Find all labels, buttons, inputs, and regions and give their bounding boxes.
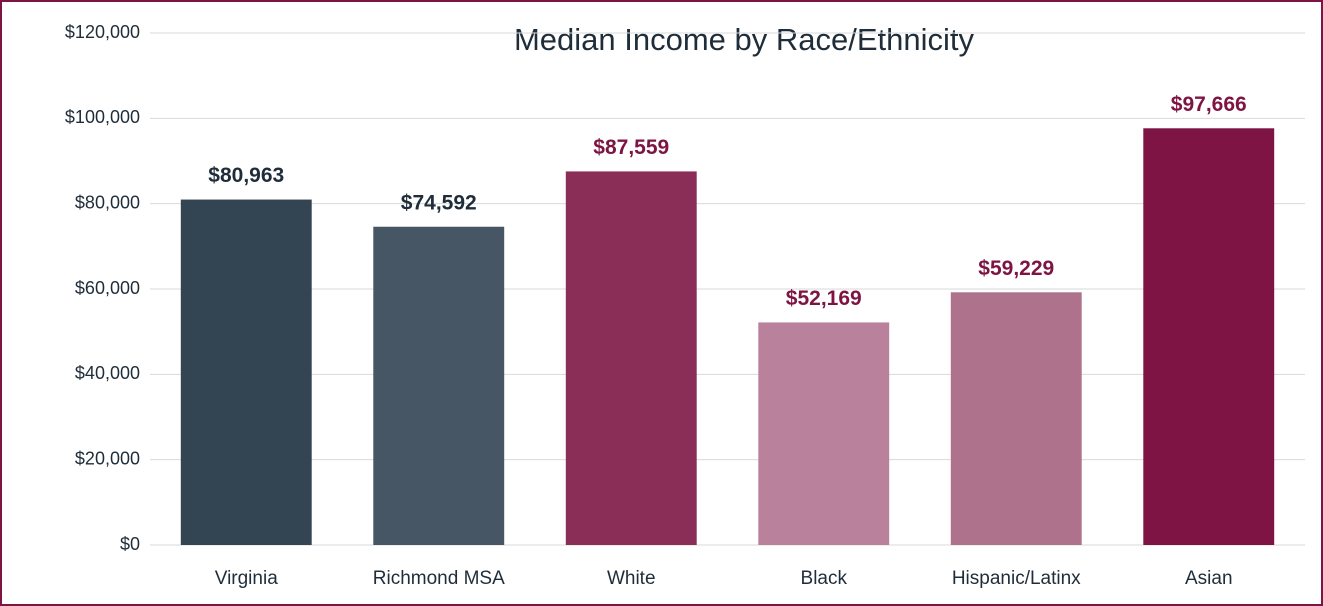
bar — [180, 199, 312, 545]
data-label: $80,963 — [208, 164, 284, 187]
data-label: $74,592 — [401, 191, 477, 214]
x-tick-label: Richmond MSA — [373, 568, 505, 589]
y-tick-label: $60,000 — [75, 278, 140, 298]
y-tick-label: $0 — [120, 534, 140, 554]
y-tick-label: $40,000 — [75, 363, 140, 383]
bar — [758, 322, 890, 545]
data-label: $97,666 — [1171, 93, 1247, 116]
chart-title: Median Income by Race/Ethnicity — [514, 22, 975, 57]
data-label: $52,169 — [786, 287, 862, 310]
x-tick-label: Virginia — [215, 568, 278, 589]
x-tick-label: White — [607, 568, 656, 589]
data-label: $87,559 — [593, 136, 669, 159]
bar — [1143, 128, 1275, 545]
y-tick-label: $120,000 — [65, 22, 140, 42]
bar — [565, 171, 697, 546]
data-label: $59,229 — [978, 257, 1054, 280]
x-tick-label: Black — [801, 568, 848, 589]
x-tick-label: Hispanic/Latinx — [952, 568, 1081, 589]
y-tick-label: $100,000 — [65, 107, 140, 127]
y-tick-label: $80,000 — [75, 192, 140, 212]
y-tick-label: $20,000 — [75, 448, 140, 468]
bar — [950, 292, 1082, 545]
x-tick-label: Asian — [1185, 568, 1233, 589]
bar — [373, 226, 505, 546]
